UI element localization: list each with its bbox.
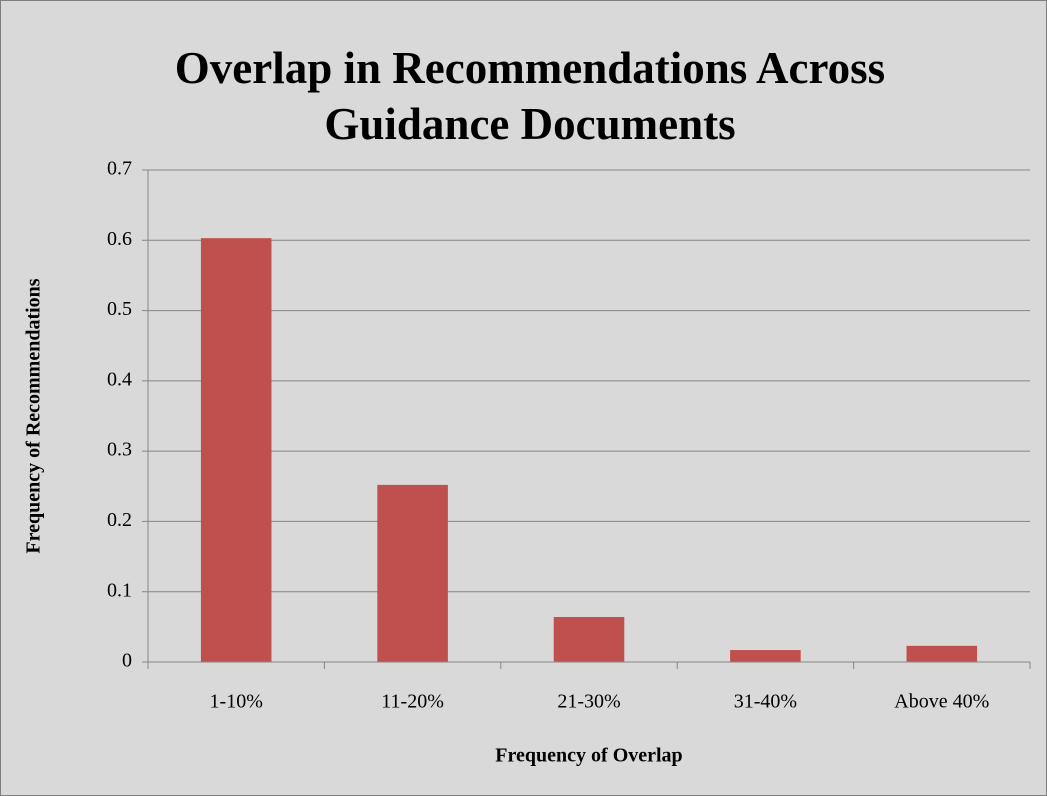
- bar: [200, 238, 272, 663]
- y-tick-label: 0.4: [107, 368, 132, 390]
- y-tick-label: 0.1: [107, 579, 132, 601]
- y-tick-label: 0: [122, 650, 132, 672]
- y-tick-label: 0.7: [107, 158, 132, 180]
- y-axis-label: Frequency of Recommendations: [23, 278, 45, 553]
- x-tick-label: 21-30%: [557, 691, 620, 713]
- y-tick-label: 0.3: [107, 439, 132, 461]
- y-tick-label: 0.2: [107, 509, 132, 531]
- bar: [553, 617, 625, 662]
- bar: [730, 650, 801, 662]
- y-tick-label: 0.6: [107, 228, 132, 250]
- bar: [377, 484, 448, 662]
- x-tick-label: 31-40%: [734, 691, 797, 713]
- bar: [906, 645, 978, 662]
- y-tick-label: 0.5: [107, 298, 132, 320]
- x-tick-label: 11-20%: [381, 691, 444, 713]
- x-tick-label: 1-10%: [210, 691, 263, 713]
- x-tick-label: Above 40%: [894, 691, 989, 713]
- x-axis-label: Frequency of Overlap: [495, 745, 682, 767]
- chart-title: Overlap in Recommendations Across Guidan…: [174, 43, 886, 149]
